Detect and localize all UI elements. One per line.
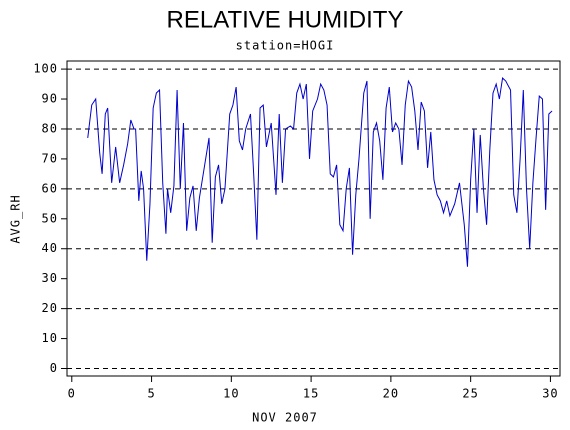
- y-tick-label: 50: [42, 211, 58, 225]
- y-tick-label: 100: [33, 62, 58, 76]
- y-tick-label: 20: [42, 301, 58, 315]
- y-tick-label: 60: [42, 181, 58, 195]
- x-axis-label: NOV 2007: [252, 411, 318, 425]
- chart-title: RELATIVE HUMIDITY: [167, 6, 404, 33]
- y-tick-label: 90: [42, 92, 58, 106]
- x-tick-label: 15: [303, 387, 319, 401]
- x-tick-label: 10: [223, 387, 239, 401]
- x-tick-label: 0: [68, 387, 76, 401]
- y-tick-label: 80: [42, 121, 58, 135]
- x-tick-label: 30: [542, 387, 558, 401]
- x-tick-label: 20: [383, 387, 399, 401]
- x-tick-label: 5: [147, 387, 155, 401]
- x-tick-label: 25: [462, 387, 478, 401]
- y-tick-label: 10: [42, 331, 58, 345]
- data-line: [87, 77, 553, 267]
- y-tick-label: 70: [42, 151, 58, 165]
- y-tick-label: 30: [42, 271, 58, 285]
- y-axis-label: AVG_RH: [9, 194, 23, 243]
- y-tick-label: 40: [42, 241, 58, 255]
- chart-subtitle: station=HOGI: [236, 39, 335, 53]
- y-tick-label: 0: [50, 361, 58, 375]
